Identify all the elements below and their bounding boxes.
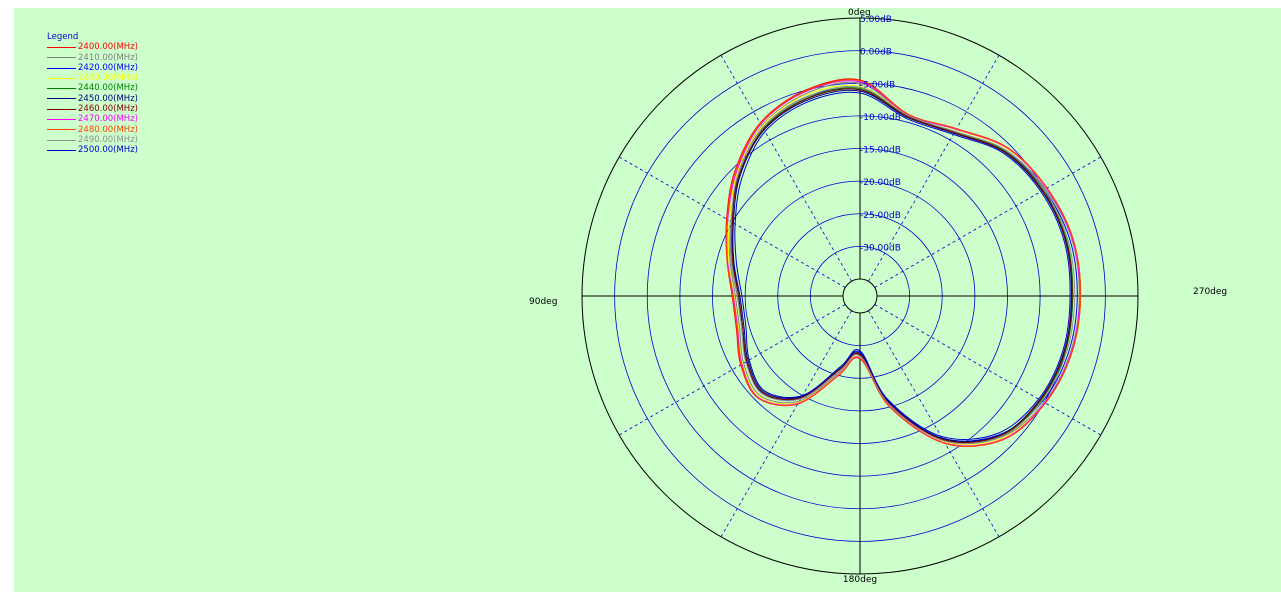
angular-spoke bbox=[874, 156, 1101, 288]
legend-label: 2410.00(MHz) bbox=[78, 52, 138, 63]
legend-item: 2400.00(MHz) bbox=[47, 42, 138, 52]
angular-spoke bbox=[868, 55, 1000, 282]
legend-swatch bbox=[47, 67, 76, 69]
series-curve-9 bbox=[729, 85, 1076, 445]
legend-label: 2400.00(MHz) bbox=[78, 42, 138, 53]
legend-item: 2450.00(MHz) bbox=[47, 94, 138, 104]
series-curve-1 bbox=[728, 81, 1080, 445]
radial-tick-label: -25.00dB bbox=[860, 211, 901, 221]
center-circle bbox=[842, 278, 878, 314]
legend-label: 2420.00(MHz) bbox=[78, 62, 138, 73]
legend-rows: 2400.00(MHz) 2410.00(MHz) 2420.00(MHz) 2430… bbox=[47, 42, 138, 155]
curves bbox=[725, 78, 1082, 447]
angular-spoke bbox=[619, 304, 846, 436]
legend-swatch bbox=[47, 139, 76, 141]
legend-item: 2500.00(MHz) bbox=[47, 145, 138, 155]
series-curve-10 bbox=[734, 91, 1071, 440]
legend-item: 2440.00(MHz) bbox=[47, 83, 138, 93]
series-curve-5 bbox=[732, 89, 1072, 443]
series-curve-6 bbox=[731, 88, 1073, 444]
radial-tick-label: 0.00dB bbox=[860, 48, 892, 58]
radial-tick-label: -30.00dB bbox=[860, 243, 901, 253]
legend-swatch bbox=[47, 98, 76, 100]
radial-tick-label: 5.00dB bbox=[860, 15, 892, 25]
legend-item: 2410.00(MHz) bbox=[47, 53, 138, 63]
series-curve-3 bbox=[727, 84, 1081, 446]
legend-swatch bbox=[47, 88, 76, 90]
angle-label-right: 270deg bbox=[1193, 287, 1227, 297]
legend-swatch bbox=[47, 149, 76, 151]
legend-swatch bbox=[47, 77, 76, 79]
legend-label: 2430.00(MHz) bbox=[78, 73, 138, 84]
angular-spoke bbox=[874, 304, 1101, 436]
legend-swatch bbox=[47, 57, 76, 59]
legend: Legend 2400.00(MHz) 2410.00(MHz) 2420.00(M… bbox=[47, 32, 138, 156]
legend-label: 2500.00(MHz) bbox=[78, 145, 138, 156]
radial-tick-label: -10.00dB bbox=[860, 113, 901, 123]
legend-item: 2480.00(MHz) bbox=[47, 125, 138, 135]
legend-title: Legend bbox=[47, 32, 79, 42]
radial-tick-label: -20.00dB bbox=[860, 178, 901, 188]
legend-swatch bbox=[47, 108, 76, 110]
labels: 5.00dB 0.00dB -5.00dB -10.00dB -15.00dB -20.0… bbox=[529, 8, 1227, 585]
angle-label-bottom: 180deg bbox=[843, 575, 877, 585]
legend-swatch bbox=[47, 119, 76, 121]
angular-spoke bbox=[619, 156, 846, 288]
angular-spoke bbox=[720, 310, 852, 537]
legend-swatch bbox=[47, 129, 76, 131]
radial-tick-label: -5.00dB bbox=[860, 80, 895, 90]
radial-tick-label: -15.00dB bbox=[860, 146, 901, 156]
legend-label: 2470.00(MHz) bbox=[78, 114, 138, 125]
legend-label: 2490.00(MHz) bbox=[78, 134, 138, 145]
legend-label: 2480.00(MHz) bbox=[78, 124, 138, 135]
legend-item: 2460.00(MHz) bbox=[47, 104, 138, 114]
legend-swatch bbox=[47, 46, 76, 48]
legend-item: 2470.00(MHz) bbox=[47, 114, 138, 124]
legend-label: 2460.00(MHz) bbox=[78, 104, 138, 115]
legend-item: 2420.00(MHz) bbox=[47, 63, 138, 73]
angular-spoke bbox=[720, 55, 852, 282]
angle-label-left: 90deg bbox=[529, 297, 557, 307]
legend-label: 2440.00(MHz) bbox=[78, 83, 138, 94]
series-curve-8 bbox=[725, 79, 1082, 447]
angle-label-top: 0deg bbox=[848, 8, 871, 18]
angular-spoke bbox=[868, 310, 1000, 537]
series-curve-7 bbox=[726, 80, 1081, 447]
series-curve-0 bbox=[725, 78, 1082, 447]
legend-item: 2490.00(MHz) bbox=[47, 135, 138, 145]
legend-label: 2450.00(MHz) bbox=[78, 93, 138, 104]
polar-grid bbox=[581, 17, 1139, 575]
legend-item: 2430.00(MHz) bbox=[47, 73, 138, 83]
